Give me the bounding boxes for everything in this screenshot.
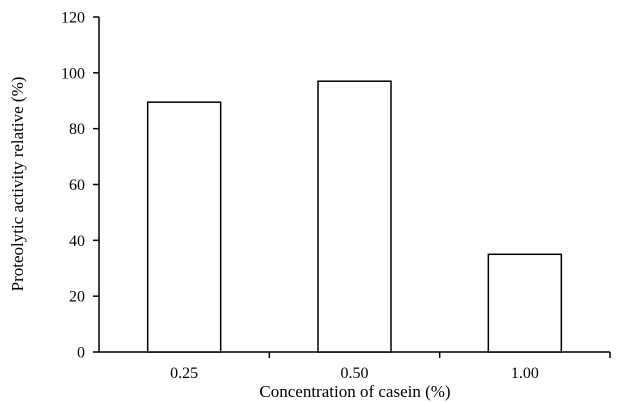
x-tick-label: 1.00 — [511, 365, 539, 382]
y-ticks: 0 20 40 60 80 100 120 — [61, 10, 99, 362]
bar-0.50 — [317, 80, 392, 353]
bar-0.25 — [146, 101, 222, 353]
y-tick-label: 20 — [69, 289, 85, 306]
y-tick-label: 0 — [77, 345, 85, 362]
y-axis-label: Proteolytic activity relative (%) — [8, 77, 27, 292]
y-tick-label: 100 — [61, 65, 85, 82]
y-tick-label: 40 — [69, 233, 85, 250]
y-tick-label: 120 — [61, 10, 85, 27]
y-tick-label: 80 — [69, 121, 85, 138]
x-tick-label: 0.50 — [341, 365, 369, 382]
y-tick-label: 60 — [69, 177, 85, 194]
bars — [146, 80, 563, 353]
bar-1.00 — [487, 253, 563, 353]
x-axis-label: Concentration of casein (%) — [259, 382, 450, 401]
x-ticks — [268, 352, 611, 358]
x-tick-labels: 0.25 0.50 1.00 — [170, 365, 539, 382]
x-tick-label: 0.25 — [170, 365, 198, 382]
